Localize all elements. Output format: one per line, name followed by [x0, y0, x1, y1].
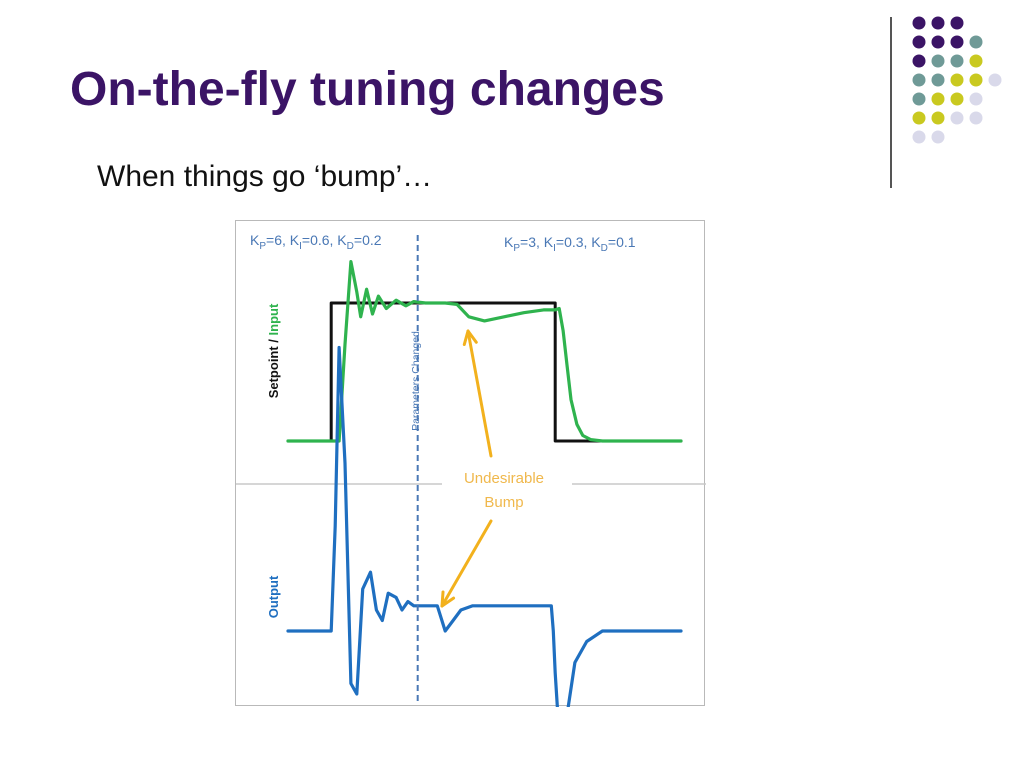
decorative-dot — [950, 35, 964, 49]
decorative-dot — [912, 35, 926, 49]
decorative-dot — [912, 130, 926, 144]
arrow-to-input-bump — [462, 329, 493, 458]
series-line-input — [286, 259, 683, 443]
decorative-dot — [950, 111, 964, 125]
bump-label-line1: Undesirable — [464, 470, 544, 487]
decorative-dot — [931, 130, 945, 144]
decorative-divider — [890, 17, 892, 188]
decorative-dot — [950, 73, 964, 87]
decorative-dot — [931, 35, 945, 49]
parameters-changed-label: Parameters Changed — [410, 331, 422, 431]
decorative-dot — [931, 54, 945, 68]
bump-label-line2: Bump — [484, 494, 523, 511]
decorative-dot — [969, 73, 983, 87]
top-ylabel-setpoint: Setpoint / — [266, 335, 281, 398]
decorative-dot — [912, 54, 926, 68]
pid-response-chart: KP=6, KI=0.6, KD=0.2 KP=3, KI=0.3, KD=0.… — [236, 232, 706, 707]
decorative-dot — [950, 54, 964, 68]
decorative-dot — [931, 92, 945, 106]
decorative-dot — [912, 16, 926, 30]
slide-subtitle: When things go ‘bump’… — [97, 160, 433, 193]
decorative-dot — [969, 35, 983, 49]
decorative-dot — [969, 54, 983, 68]
params-before-label: KP=6, KI=0.6, KD=0.2 — [250, 232, 382, 252]
decorative-dot — [912, 111, 926, 125]
bump-label-background — [442, 463, 572, 513]
bottom-ylabel: Output — [266, 575, 281, 618]
arrow-to-output-bump — [440, 519, 493, 608]
slide-title: On-the-fly tuning changes — [70, 63, 665, 116]
decorative-dot — [969, 111, 983, 125]
series-line-output — [286, 345, 683, 707]
decorative-dot — [931, 73, 945, 87]
decorative-dot — [969, 92, 983, 106]
decorative-dot — [912, 73, 926, 87]
params-after-label: KP=3, KI=0.3, KD=0.1 — [504, 234, 636, 254]
decorative-dot — [931, 111, 945, 125]
decorative-dot — [931, 16, 945, 30]
top-ylabel: Setpoint / Input — [266, 303, 281, 398]
decorative-dot — [950, 16, 964, 30]
decorative-dot — [950, 92, 964, 106]
decorative-dot — [988, 73, 1002, 87]
decorative-dot — [912, 92, 926, 106]
top-ylabel-input: Input — [266, 303, 281, 335]
chart-frame: KP=6, KI=0.6, KD=0.2 KP=3, KI=0.3, KD=0.… — [235, 220, 706, 707]
